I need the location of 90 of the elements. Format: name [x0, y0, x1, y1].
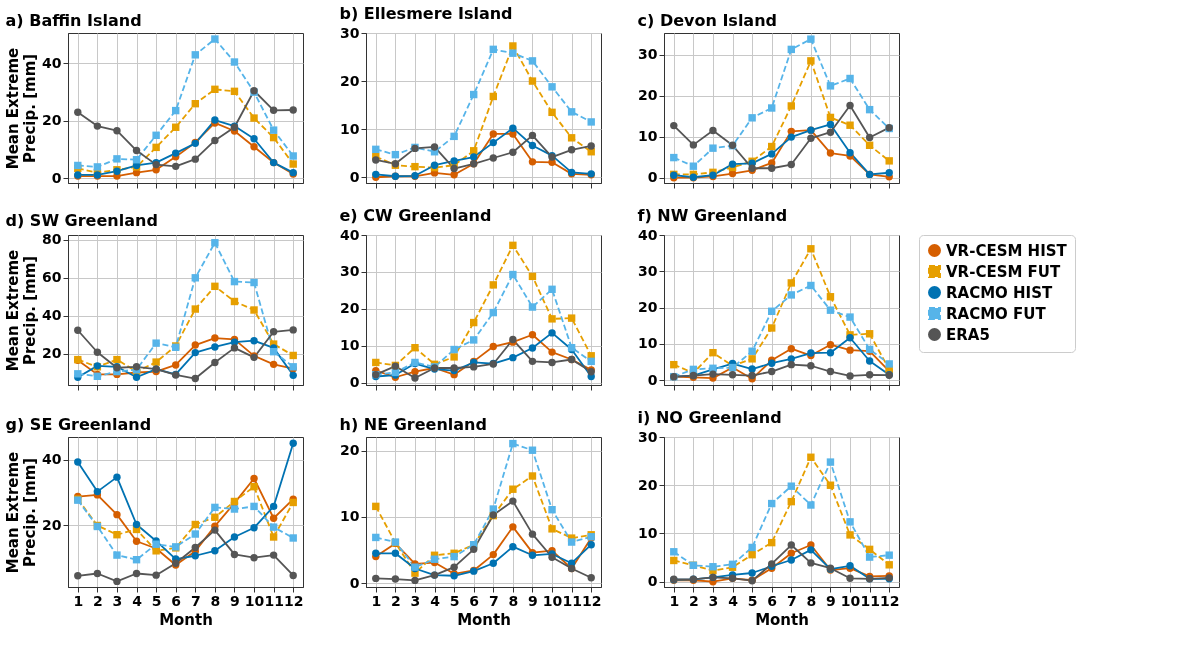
chart-title: h) NE Greenland	[339, 415, 487, 434]
x-tick-label: 3	[708, 592, 719, 609]
y-tick-label: 40	[340, 226, 360, 243]
x-tick-label: 9	[826, 592, 836, 609]
y-tick-label: 40	[42, 307, 62, 324]
x-axis-title: Month	[457, 610, 511, 629]
x-tick-label: 6	[469, 592, 480, 609]
x-tick-label: 4	[430, 592, 441, 609]
chart-title: g) SE Greenland	[5, 415, 152, 434]
x-tick-label: 10	[244, 592, 265, 609]
x-tick-label: 1	[669, 592, 680, 609]
y-axis-title: Mean Extreme Precip. [mm]	[4, 47, 40, 170]
y-tick-label: 10	[340, 337, 360, 354]
y-tick-label: 40	[42, 54, 62, 71]
y-axis-title: Mean Extreme Precip. [mm]	[4, 451, 40, 574]
y-tick-label: 30	[638, 46, 658, 63]
x-tick-label: 2	[689, 592, 699, 609]
x-tick-label: 6	[171, 592, 182, 609]
y-axis-title: Mean Extreme Precip. [mm]	[4, 249, 40, 372]
y-tick-label: 30	[638, 428, 658, 445]
x-tick-label: 3	[112, 592, 123, 609]
x-tick-label: 12	[283, 592, 304, 609]
chart-title: b) Ellesmere Island	[339, 4, 513, 23]
y-tick-label: 30	[638, 262, 658, 279]
x-tick-label: 11	[860, 592, 880, 609]
legend-label: ERA5	[946, 325, 990, 344]
chart-title: c) Devon Island	[637, 11, 777, 30]
x-tick-label: 11	[562, 592, 582, 609]
x-tick-label: 10	[840, 592, 861, 609]
y-tick-label: 10	[638, 335, 658, 352]
y-tick-label: 10	[340, 120, 360, 137]
y-tick-label: 20	[42, 516, 62, 533]
x-tick-label: 1	[371, 592, 382, 609]
y-tick-label: 20	[340, 442, 360, 459]
y-tick-label: 0	[647, 573, 658, 590]
x-tick-label: 8	[210, 592, 221, 609]
x-tick-label: 9	[230, 592, 240, 609]
y-tick-label: 10	[638, 128, 658, 145]
x-tick-label: 4	[132, 592, 143, 609]
x-tick-label: 12	[581, 592, 602, 609]
x-tick-label: 4	[728, 592, 739, 609]
y-tick-label: 30	[340, 263, 360, 280]
x-tick-label: 7	[786, 592, 797, 609]
y-tick-label: 80	[42, 231, 62, 248]
x-tick-label: 7	[488, 592, 499, 609]
x-tick-label: 9	[528, 592, 538, 609]
y-tick-label: 10	[340, 508, 360, 525]
x-tick-label: 5	[747, 592, 758, 609]
y-tick-label: 0	[349, 168, 360, 185]
x-tick-label: 7	[190, 592, 201, 609]
x-tick-label: 12	[879, 592, 900, 609]
x-tick-label: 5	[449, 592, 460, 609]
y-tick-label: 20	[638, 299, 658, 316]
chart-title: a) Baffin Island	[5, 11, 142, 30]
x-tick-label: 5	[151, 592, 162, 609]
chart-title: e) CW Greenland	[339, 206, 492, 225]
x-tick-label: 2	[93, 592, 103, 609]
chart-title: i) NO Greenland	[637, 408, 782, 427]
y-tick-label: 10	[638, 524, 658, 541]
legend-label: VR-CESM FUT	[946, 262, 1062, 281]
x-axis-title: Month	[159, 610, 213, 629]
x-tick-label: 2	[391, 592, 401, 609]
y-tick-label: 20	[340, 72, 360, 89]
x-tick-label: 10	[542, 592, 563, 609]
x-axis-title: Month	[755, 610, 809, 629]
x-tick-label: 11	[264, 592, 284, 609]
x-tick-label: 3	[410, 592, 421, 609]
y-tick-label: 0	[647, 371, 658, 388]
y-tick-label: 0	[349, 574, 360, 591]
legend-label: VR-CESM HIST	[946, 241, 1068, 260]
y-tick-label: 40	[638, 226, 658, 243]
chart-title: f) NW Greenland	[637, 206, 788, 225]
x-tick-label: 8	[806, 592, 817, 609]
y-tick-label: 40	[42, 451, 62, 468]
x-tick-label: 1	[73, 592, 84, 609]
y-tick-label: 60	[42, 269, 62, 286]
y-tick-label: 0	[647, 169, 658, 186]
y-tick-label: 20	[638, 476, 658, 493]
chart-title: d) SW Greenland	[5, 210, 158, 230]
y-tick-label: 20	[638, 87, 658, 104]
y-tick-label: 20	[340, 300, 360, 317]
legend-label: RACMO FUT	[946, 304, 1047, 323]
y-tick-label: 30	[340, 24, 360, 41]
x-tick-label: 6	[767, 592, 778, 609]
y-tick-label: 0	[349, 374, 360, 391]
legend-label: RACMO HIST	[946, 283, 1054, 302]
y-tick-label: 0	[51, 169, 62, 186]
y-tick-label: 20	[42, 112, 62, 129]
y-tick-label: 20	[42, 345, 62, 362]
x-tick-label: 8	[508, 592, 519, 609]
